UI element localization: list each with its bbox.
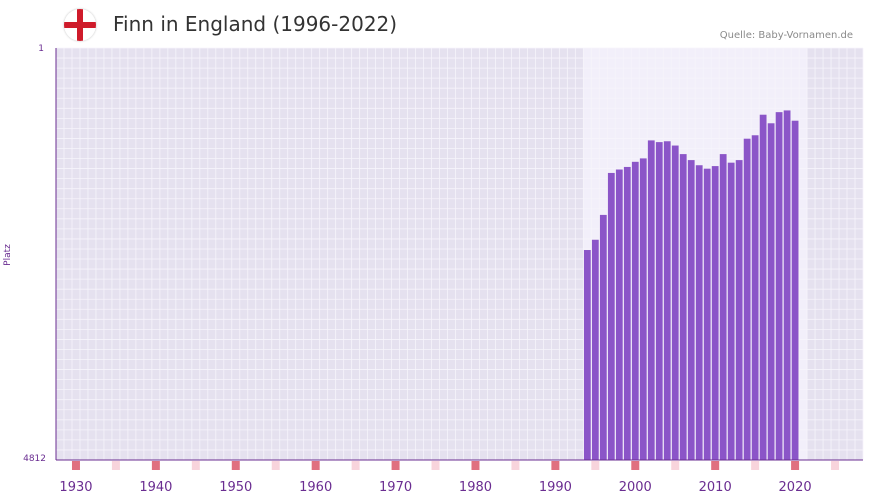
data-bar	[679, 154, 687, 460]
half-decade-marker	[351, 461, 360, 470]
data-bar	[671, 145, 679, 460]
half-decade-marker	[511, 461, 520, 470]
x-tick-label: 1960	[299, 480, 332, 495]
x-tick-label: 1980	[459, 480, 492, 495]
x-tick-label: 2000	[619, 480, 652, 495]
half-decade-marker	[831, 461, 840, 470]
half-decade-marker	[271, 461, 280, 470]
source-label: Quelle: Baby-Vornamen.de	[719, 30, 853, 41]
decade-marker	[551, 461, 560, 470]
data-bar	[591, 239, 599, 460]
half-decade-marker	[111, 461, 120, 470]
data-bar	[759, 114, 767, 460]
data-bar	[687, 160, 695, 460]
decade-marker	[151, 461, 160, 470]
data-bar	[775, 112, 783, 460]
data-bar	[791, 120, 799, 461]
data-bar	[655, 142, 663, 460]
decade-marker	[231, 461, 240, 470]
decade-marker	[791, 461, 800, 470]
x-tick-label: 2010	[699, 480, 732, 495]
data-bar	[647, 140, 655, 460]
half-decade-marker	[671, 461, 680, 470]
data-bar	[711, 166, 719, 460]
decade-marker	[631, 461, 640, 470]
decade-marker	[471, 461, 480, 470]
x-tick-label: 2020	[779, 480, 812, 495]
x-tick-label: 1940	[139, 480, 172, 495]
decade-marker	[71, 461, 80, 470]
x-tick-label: 1930	[59, 480, 92, 495]
data-bar	[607, 172, 615, 460]
half-decade-marker	[431, 461, 440, 470]
decade-marker	[391, 461, 400, 470]
y-tick-bottom: 4812	[23, 454, 46, 464]
half-decade-marker	[751, 461, 760, 470]
half-decade-marker	[591, 461, 600, 470]
data-bar	[639, 158, 647, 460]
data-bar	[583, 250, 591, 460]
data-bar	[783, 110, 791, 460]
data-bar	[615, 169, 623, 460]
data-bar	[751, 135, 759, 460]
data-bar	[743, 138, 751, 460]
data-bar	[703, 168, 711, 460]
decade-marker	[311, 461, 320, 470]
decade-marker	[711, 461, 720, 470]
x-tick-label: 1950	[219, 480, 252, 495]
flag-cross-vertical	[77, 9, 83, 41]
data-bar	[719, 154, 727, 460]
x-tick-label: 1970	[379, 480, 412, 495]
data-bar	[623, 166, 631, 461]
y-tick-top: 1	[38, 44, 44, 54]
data-bar	[663, 141, 671, 460]
chart-title: Finn in England (1996-2022)	[113, 12, 398, 36]
data-bar	[735, 160, 743, 460]
data-bar	[727, 162, 735, 461]
data-bar	[767, 123, 775, 460]
half-decade-marker	[191, 461, 200, 470]
data-bar	[695, 165, 703, 460]
data-bar	[599, 214, 607, 460]
data-bar	[631, 161, 639, 460]
x-tick-label: 1990	[539, 480, 572, 495]
england-flag-icon	[64, 9, 96, 41]
